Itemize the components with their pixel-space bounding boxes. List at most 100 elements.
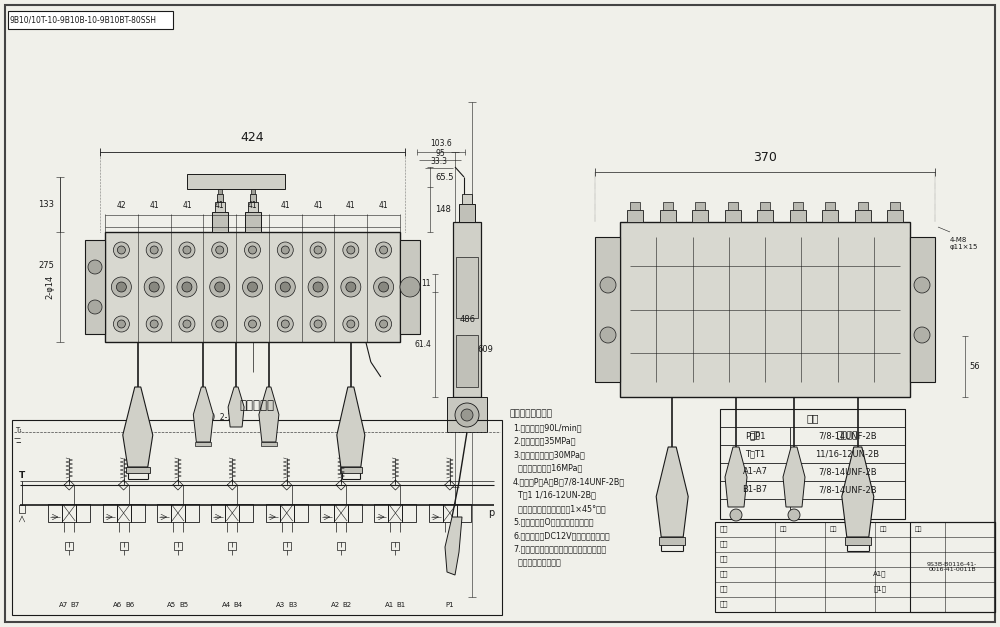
Text: 液压原理图: 液压原理图 [240, 399, 274, 412]
Circle shape [376, 242, 392, 258]
Text: 33.3: 33.3 [430, 157, 448, 166]
Bar [692, 210, 708, 222]
Bar [402, 504, 416, 522]
Text: 41: 41 [248, 201, 257, 210]
Text: B1: B1 [397, 602, 406, 608]
Text: 第1张: 第1张 [874, 586, 887, 593]
Bar [8, 11, 173, 29]
Text: 41: 41 [280, 201, 290, 210]
Circle shape [455, 403, 479, 427]
Circle shape [461, 409, 473, 421]
Text: 103.6: 103.6 [430, 139, 452, 148]
Bar [320, 504, 334, 522]
Circle shape [244, 316, 260, 332]
Text: 424: 424 [240, 131, 264, 144]
Text: 65.5: 65.5 [435, 172, 454, 181]
Text: 7/8-14UNF-2B: 7/8-14UNF-2B [818, 431, 877, 441]
Bar [724, 210, 740, 222]
Bar [443, 504, 457, 522]
Circle shape [343, 316, 359, 332]
Bar [48, 504, 62, 522]
Circle shape [308, 277, 328, 297]
Circle shape [346, 282, 356, 292]
Text: 11/16-12UN-2B: 11/16-12UN-2B [816, 450, 880, 458]
Text: B4: B4 [234, 602, 243, 608]
Circle shape [179, 242, 195, 258]
Text: B2: B2 [342, 602, 352, 608]
Circle shape [212, 242, 228, 258]
Polygon shape [725, 447, 747, 507]
Text: 41: 41 [346, 201, 356, 210]
Text: B3: B3 [288, 602, 297, 608]
Bar [174, 542, 182, 550]
Circle shape [216, 320, 224, 328]
Bar [910, 237, 935, 382]
Circle shape [277, 316, 293, 332]
Text: A4: A4 [222, 602, 231, 608]
Circle shape [146, 242, 162, 258]
Polygon shape [193, 387, 213, 442]
Bar [660, 210, 676, 222]
Bar [910, 522, 995, 612]
Circle shape [400, 277, 420, 297]
Bar [459, 204, 475, 222]
Bar [822, 210, 838, 222]
Bar [662, 202, 672, 210]
Circle shape [600, 277, 616, 293]
Circle shape [216, 246, 224, 254]
Text: 数量: 数量 [880, 526, 888, 532]
Circle shape [914, 327, 930, 343]
Text: 486: 486 [460, 315, 476, 324]
Bar [65, 542, 73, 550]
Text: P1: P1 [446, 602, 454, 608]
Text: B6: B6 [125, 602, 134, 608]
Bar [103, 504, 117, 522]
Bar [630, 202, 640, 210]
Bar [728, 202, 738, 210]
Bar [391, 542, 399, 550]
Bar [250, 194, 256, 202]
Polygon shape [783, 447, 805, 507]
Bar [854, 210, 870, 222]
Text: 370: 370 [753, 151, 777, 164]
Circle shape [341, 277, 361, 297]
Bar [887, 210, 903, 222]
Circle shape [88, 260, 102, 274]
Circle shape [281, 320, 289, 328]
Circle shape [248, 282, 258, 292]
Circle shape [313, 282, 323, 292]
Bar [792, 202, 802, 210]
Circle shape [314, 246, 322, 254]
Text: 41: 41 [379, 201, 388, 210]
Circle shape [88, 300, 102, 314]
Circle shape [379, 282, 389, 292]
Circle shape [179, 316, 195, 332]
Circle shape [600, 327, 616, 343]
Bar [620, 222, 910, 397]
Text: 工艺: 工艺 [720, 571, 728, 577]
Text: A1图: A1图 [873, 571, 887, 577]
Text: T口1 1/16-12UN-2B；: T口1 1/16-12UN-2B； [513, 490, 596, 500]
Text: 9B10/10T-10-9B10B-10-9B10BT-80SSH: 9B10/10T-10-9B10B-10-9B10BT-80SSH [10, 16, 157, 24]
Polygon shape [337, 387, 365, 467]
Bar [695, 202, 705, 210]
Bar [85, 240, 105, 334]
Bar [400, 240, 420, 334]
Bar [457, 504, 471, 522]
Text: 133: 133 [38, 200, 54, 209]
Text: 41: 41 [149, 201, 159, 210]
Bar [239, 504, 253, 522]
Text: –: – [15, 437, 21, 447]
Circle shape [177, 277, 197, 297]
Bar [890, 202, 900, 210]
Text: 95: 95 [435, 149, 445, 158]
Bar [858, 202, 868, 210]
Bar [157, 504, 171, 522]
Bar [790, 210, 806, 222]
Bar [337, 542, 345, 550]
Bar [19, 505, 25, 513]
Text: 6.电磁线圈：DC12V，三相防水插头；: 6.电磁线圈：DC12V，三相防水插头； [513, 531, 610, 540]
Text: P、P1: P、P1 [745, 431, 765, 441]
Text: B7: B7 [71, 602, 80, 608]
Text: p: p [488, 508, 494, 518]
